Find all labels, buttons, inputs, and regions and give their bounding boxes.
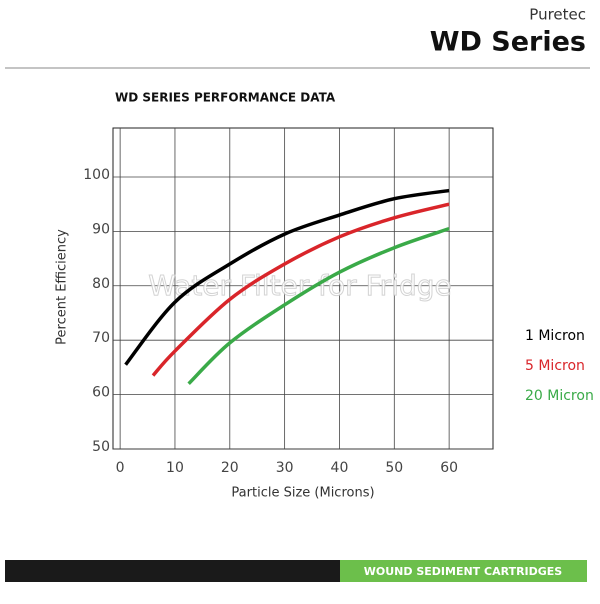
legend-label: 1 Micron xyxy=(525,328,585,344)
footer-label: WOUND SEDIMENT CARTRIDGES xyxy=(364,565,563,578)
x-tick-label: 20 xyxy=(221,460,239,476)
x-tick-label: 30 xyxy=(276,460,294,476)
y-tick-label: 90 xyxy=(92,221,110,237)
y-tick-label: 50 xyxy=(92,439,110,455)
x-axis-label: Particle Size (Microns) xyxy=(231,486,374,501)
x-tick-label: 40 xyxy=(331,460,349,476)
series-line xyxy=(151,202,450,377)
y-tick-label: 60 xyxy=(92,385,110,401)
brand: Puretec xyxy=(529,6,586,24)
series-line xyxy=(124,188,450,366)
series-line xyxy=(187,226,450,385)
y-tick-label: 100 xyxy=(83,167,110,183)
legend-label: 5 Micron xyxy=(525,358,585,374)
y-tick-label: 70 xyxy=(92,330,110,346)
footer-bar xyxy=(5,560,340,582)
x-tick-label: 0 xyxy=(116,460,125,476)
legend-label: 20 Micron xyxy=(525,388,594,404)
x-tick-label: 10 xyxy=(166,460,184,476)
footer-band xyxy=(340,560,587,582)
chart-title: WD SERIES PERFORMANCE DATA xyxy=(115,91,336,105)
y-tick-label: 80 xyxy=(92,276,110,292)
x-tick-label: 50 xyxy=(385,460,403,476)
x-tick-label: 60 xyxy=(440,460,458,476)
page-title: WD Series xyxy=(430,27,586,58)
y-axis-label: Percent Efficiency xyxy=(55,229,70,345)
